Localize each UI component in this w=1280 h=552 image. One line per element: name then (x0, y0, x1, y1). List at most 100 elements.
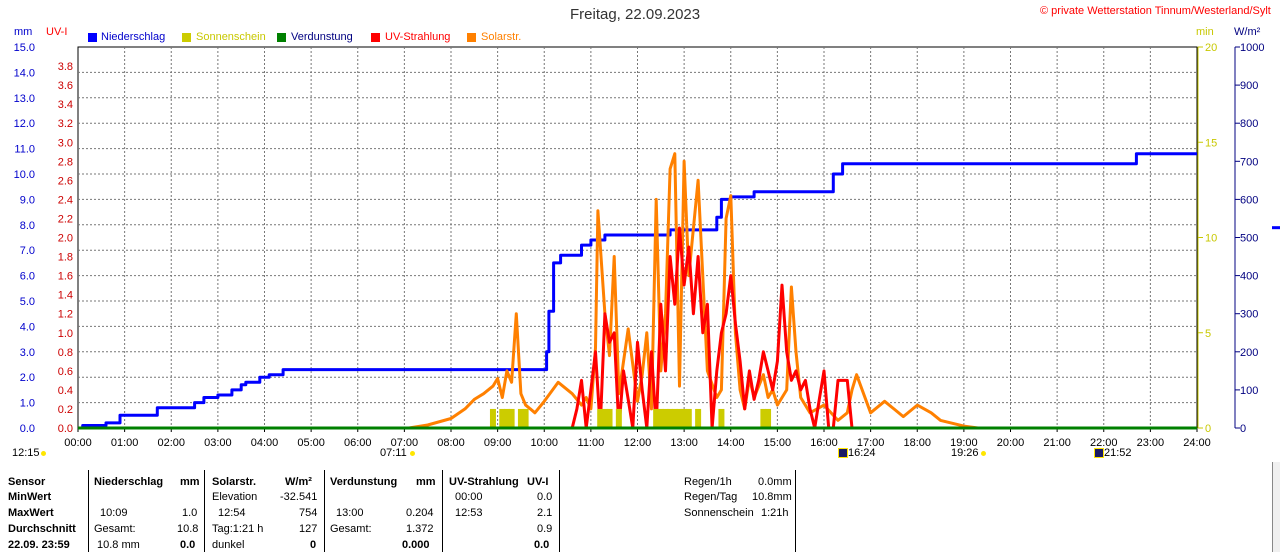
y-tick-mm: 10.0 (14, 169, 35, 181)
y-tick-min: 20 (1205, 42, 1217, 54)
x-tick-label: 10:00 (530, 437, 558, 449)
y-tick-mm: 4.0 (20, 321, 35, 333)
uv-min-value: 0.0 (537, 491, 553, 503)
sunshine-bar (653, 408, 660, 428)
uv-header: UV-Strahlung (449, 476, 519, 488)
solar-header: Solarstr. (212, 476, 257, 488)
y-tick-wm2: 800 (1240, 118, 1258, 130)
moonset-label: 21:52 (1104, 447, 1132, 459)
y-tick-mm: 14.0 (14, 67, 35, 79)
y-tick-mm: 2.0 (20, 372, 35, 384)
evap-avg-value: 1.372 (406, 523, 434, 535)
solar-min-value: -32.541 (280, 491, 318, 503)
x-tick-label: 00:00 (64, 437, 92, 449)
legend-verdunstung-swatch (277, 33, 286, 42)
y-tick-wm2: 300 (1240, 309, 1258, 321)
x-tick-label: 03:00 (204, 437, 232, 449)
sunshine-bar (522, 408, 529, 428)
x-tick-label: 05:00 (297, 437, 325, 449)
evap-max-value: 0.204 (406, 507, 434, 519)
unit-uvi-label: UV-I (46, 26, 68, 38)
sunshine-bar (489, 408, 496, 428)
solar-unit: W/m² (285, 476, 312, 488)
y-tick-wm2: 700 (1240, 156, 1258, 168)
x-tick-label: 01:00 (111, 437, 139, 449)
copyright-text: © private Wetterstation Tinnum/Westerlan… (1040, 5, 1271, 17)
y-tick-mm: 11.0 (14, 144, 35, 156)
scrollbar[interactable] (1272, 462, 1280, 552)
sunset-label: 19:26 (951, 447, 979, 459)
y-tick-uvi: 3.6 (58, 80, 73, 92)
sunshine-bar (503, 408, 510, 428)
moonset-icon (1094, 448, 1104, 458)
row-maxwert: MaxWert (8, 507, 54, 519)
uv-max-time: 12:53 (455, 507, 483, 519)
evap-last-value: 0.000 (402, 539, 430, 551)
y-tick-min: 10 (1205, 233, 1217, 245)
x-tick-label: 13:00 (670, 437, 698, 449)
y-tick-mm: 0.0 (20, 423, 35, 435)
summary-sunshine-label: Sonnenschein (684, 507, 754, 519)
legend-verdunstung-label: Verdunstung (291, 31, 353, 43)
x-tick-label: 04:00 (251, 437, 279, 449)
y-tick-wm2: 200 (1240, 347, 1258, 359)
x-tick-label: 11:00 (578, 437, 605, 449)
x-tick-label: 16:00 (810, 437, 838, 449)
rain-unit: mm (180, 476, 200, 488)
sensor-header: Sensor (8, 476, 46, 488)
y-tick-uvi: 2.6 (58, 175, 73, 187)
evap-avg-label: Gesamt: (330, 523, 372, 535)
y-tick-uvi: 0.6 (58, 366, 73, 378)
y-tick-mm: 13.0 (14, 93, 35, 105)
solar-max-value: 754 (299, 507, 318, 519)
uv-last-value: 0.0 (534, 539, 550, 551)
y-tick-wm2: 100 (1240, 385, 1258, 397)
sunshine-bar (662, 408, 669, 428)
moon-phase-label: 16:24 (848, 447, 876, 459)
y-tick-mm: 3.0 (20, 347, 35, 359)
y-tick-mm: 5.0 (20, 296, 35, 308)
sunshine-bar (499, 408, 506, 428)
y-tick-mm: 9.0 (20, 194, 35, 206)
y-tick-mm: 1.0 (20, 398, 35, 410)
y-tick-uvi: 0.8 (58, 347, 73, 359)
y-tick-wm2: 0 (1240, 423, 1246, 435)
summary-sunshine-value: 1:21h (761, 507, 789, 519)
summary-rain-1h-value: 0.0mm (758, 476, 792, 488)
sunrise-label: 07:11 (380, 447, 407, 459)
y-tick-uvi: 1.4 (58, 290, 73, 302)
evap-header: Verdunstung (330, 476, 398, 488)
x-tick-label: 15:00 (764, 437, 792, 449)
sunrise-marker-icon (410, 451, 415, 456)
legend-uv-label: UV-Strahlung (385, 31, 451, 43)
moonrise-marker-icon (41, 451, 46, 456)
y-tick-uvi: 2.4 (58, 194, 73, 206)
sunshine-bar (681, 408, 688, 428)
summary-rain-day-label: Regen/Tag (684, 491, 738, 503)
unit-min-label: min (1196, 26, 1214, 38)
y-tick-wm2: 900 (1240, 80, 1258, 92)
x-tick-label: 19:00 (950, 437, 978, 449)
summary-rain-1h-label: Regen/1h (684, 476, 732, 488)
solar-avg-value: 127 (299, 523, 318, 535)
legend-sonnenschein-swatch (182, 33, 191, 42)
y-tick-wm2: 500 (1240, 233, 1258, 245)
y-tick-wm2: 400 (1240, 271, 1258, 283)
row-durchschnitt: Durchschnitt (8, 523, 76, 535)
x-tick-label: 18:00 (903, 437, 931, 449)
rain-last-value: 0.0 (180, 539, 196, 551)
stats-table: Sensor MinWert MaxWert Durchschnitt 22.0… (0, 462, 1280, 552)
rain-max-time: 10:09 (100, 507, 128, 519)
y-tick-uvi: 0.2 (58, 404, 73, 416)
x-tick-label: 07:00 (391, 437, 419, 449)
sunshine-bar (765, 408, 772, 428)
rain-max-value: 1.0 (182, 507, 198, 519)
uv-max-value: 2.1 (537, 507, 553, 519)
y-tick-wm2: 600 (1240, 194, 1258, 206)
legend-solar-swatch (467, 33, 476, 42)
y-tick-uvi: 2.0 (58, 233, 73, 245)
legend-solar-label: Solarstr. (481, 31, 522, 43)
chart-title: Freitag, 22.09.2023 (570, 6, 701, 23)
sunshine-bar (657, 408, 664, 428)
x-tick-label: 06:00 (344, 437, 372, 449)
